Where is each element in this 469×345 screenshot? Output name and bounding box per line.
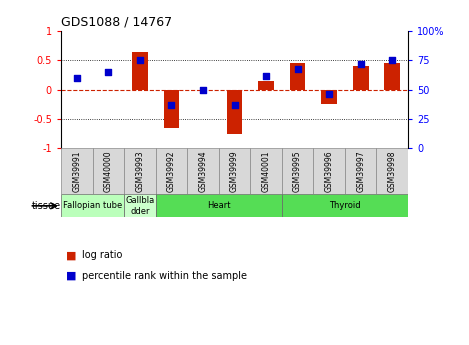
Point: [231, 102, 238, 108]
Bar: [345, 148, 377, 194]
Bar: [250, 148, 282, 194]
Text: Heart: Heart: [207, 201, 230, 210]
Bar: [290, 63, 305, 90]
Text: GSM39991: GSM39991: [72, 150, 81, 192]
Bar: [282, 194, 408, 217]
Text: GSM39998: GSM39998: [388, 150, 397, 192]
Bar: [385, 63, 400, 90]
Text: GSM39995: GSM39995: [293, 150, 302, 192]
Point: [167, 102, 175, 108]
Bar: [124, 194, 156, 217]
Point: [199, 87, 207, 92]
Bar: [219, 148, 250, 194]
Text: log ratio: log ratio: [82, 250, 122, 260]
Bar: [313, 148, 345, 194]
Text: Fallopian tube: Fallopian tube: [63, 201, 122, 210]
Point: [136, 58, 144, 63]
Bar: [156, 194, 282, 217]
Text: tissue: tissue: [32, 201, 61, 211]
Bar: [124, 148, 156, 194]
Text: GSM39992: GSM39992: [167, 150, 176, 192]
Text: GSM40000: GSM40000: [104, 150, 113, 192]
Text: GDS1088 / 14767: GDS1088 / 14767: [61, 16, 172, 29]
Bar: [164, 90, 179, 128]
Bar: [61, 194, 124, 217]
Bar: [61, 148, 92, 194]
Point: [325, 91, 333, 97]
Bar: [321, 90, 337, 104]
Bar: [187, 148, 219, 194]
Bar: [132, 51, 148, 90]
Bar: [227, 90, 242, 134]
Bar: [377, 148, 408, 194]
Bar: [156, 148, 187, 194]
Text: ■: ■: [66, 250, 76, 260]
Bar: [353, 66, 369, 90]
Bar: [258, 81, 274, 90]
Point: [357, 61, 364, 67]
Bar: [92, 148, 124, 194]
Text: GSM39996: GSM39996: [325, 150, 333, 192]
Point: [73, 75, 81, 81]
Text: GSM39997: GSM39997: [356, 150, 365, 192]
Text: GSM40001: GSM40001: [262, 150, 271, 192]
Point: [388, 58, 396, 63]
Text: Gallbla
dder: Gallbla dder: [125, 196, 154, 216]
Bar: [282, 148, 313, 194]
Point: [105, 69, 112, 75]
Text: Thyroid: Thyroid: [329, 201, 361, 210]
Text: GSM39994: GSM39994: [198, 150, 207, 192]
Text: percentile rank within the sample: percentile rank within the sample: [82, 271, 247, 281]
Point: [262, 73, 270, 78]
Point: [294, 66, 302, 71]
Text: ■: ■: [66, 271, 76, 281]
Text: GSM39993: GSM39993: [136, 150, 144, 192]
Text: GSM39999: GSM39999: [230, 150, 239, 192]
